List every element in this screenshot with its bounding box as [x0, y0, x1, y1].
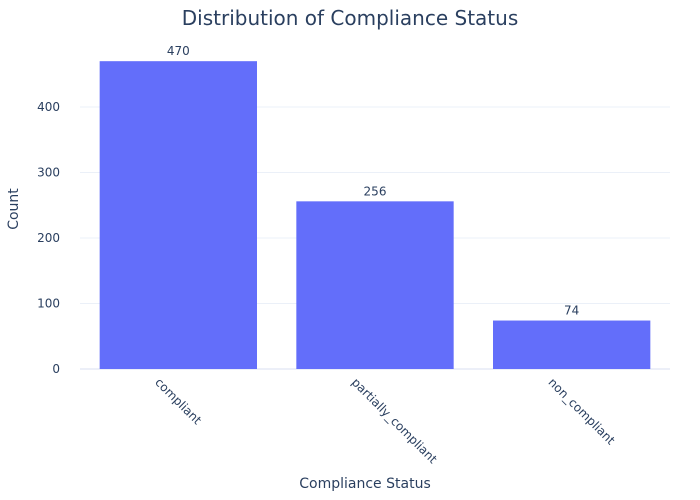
x-tick-label: compliant — [152, 375, 204, 427]
bar-non-compliant[interactable] — [493, 320, 651, 369]
x-axis-title: Compliance Status — [299, 476, 430, 492]
bar-compliant[interactable] — [99, 61, 258, 370]
chart-title: Distribution of Compliance Status — [182, 6, 518, 30]
x-tick-label: non_compliant — [546, 375, 618, 447]
y-axis-ticks: 0 100 200 300 400 — [37, 100, 60, 376]
bar-partially-compliant[interactable] — [296, 201, 454, 369]
x-tick-label: partially_compliant — [349, 375, 440, 466]
y-tick-label: 0 — [52, 362, 60, 376]
y-tick-label: 200 — [37, 231, 60, 245]
x-axis-ticks: compliant partially_compliant non_complian… — [152, 375, 618, 466]
bar-value-label: 256 — [364, 184, 387, 198]
bar-value-label: 74 — [564, 304, 579, 318]
bar-value-label: 470 — [167, 44, 190, 58]
bars — [99, 61, 651, 370]
y-axis-title: Count — [6, 188, 22, 230]
y-tick-label: 400 — [37, 100, 60, 114]
y-tick-label: 100 — [37, 297, 60, 311]
data-labels: 470 256 74 — [167, 44, 579, 317]
y-tick-label: 300 — [37, 166, 60, 180]
